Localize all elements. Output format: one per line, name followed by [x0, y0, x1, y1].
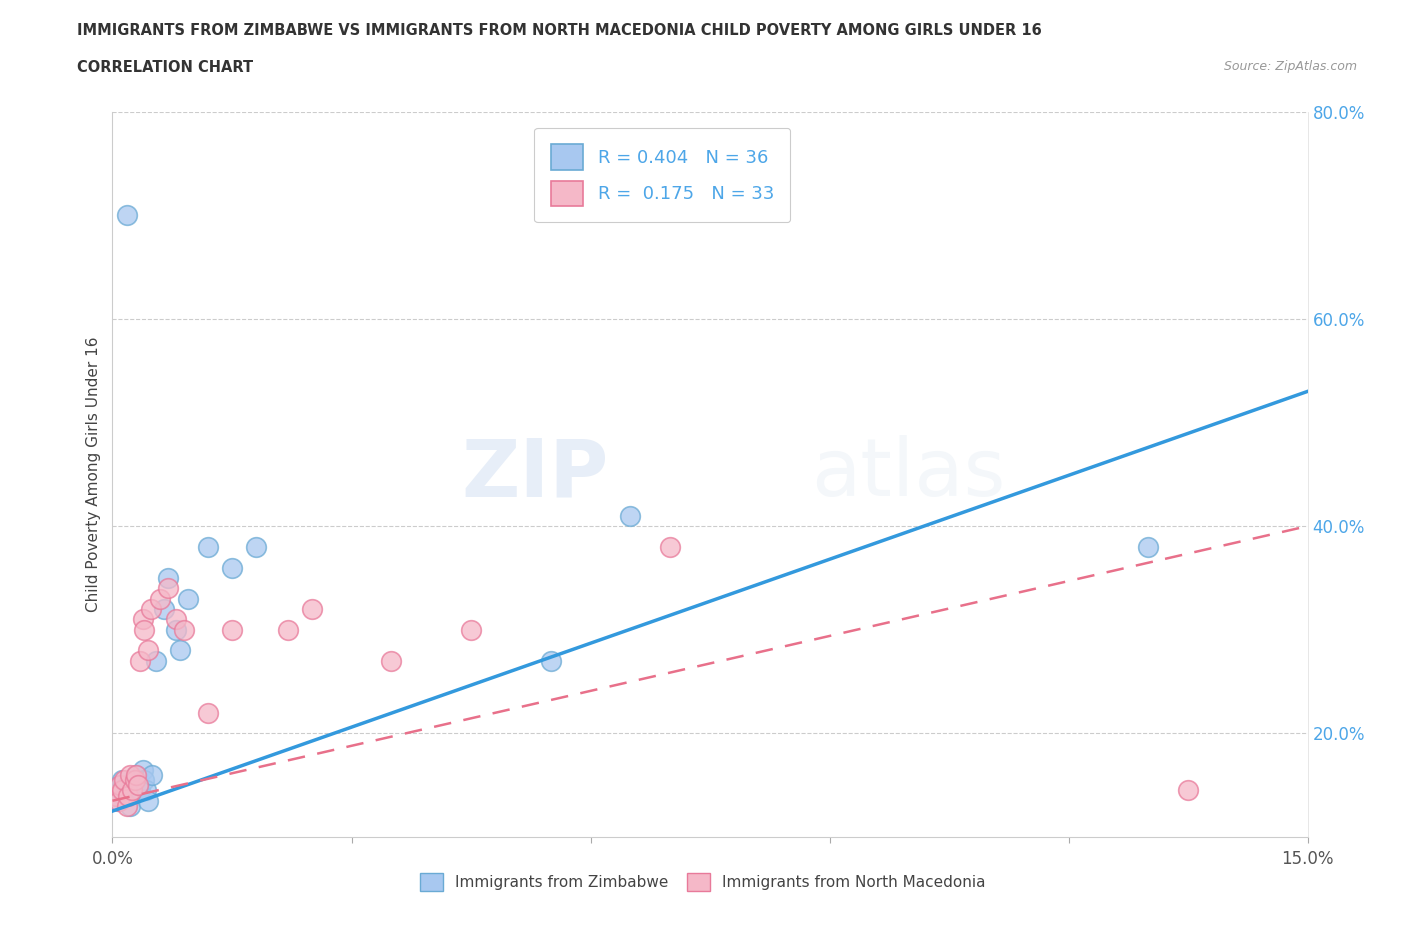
- Point: [245, 539, 267, 554]
- Point: [118, 799, 141, 814]
- Point: [141, 767, 163, 782]
- Point: [107, 793, 129, 808]
- Point: [110, 777, 132, 792]
- Point: [115, 207, 138, 222]
- Text: CORRELATION CHART: CORRELATION CHART: [77, 60, 253, 75]
- Point: [221, 622, 243, 637]
- Point: [115, 799, 138, 814]
- Point: [105, 788, 128, 803]
- Point: [125, 767, 148, 782]
- Point: [111, 773, 134, 788]
- Point: [165, 622, 187, 637]
- Point: [157, 570, 180, 585]
- Legend: Immigrants from Zimbabwe, Immigrants from North Macedonia: Immigrants from Zimbabwe, Immigrants fro…: [412, 865, 994, 899]
- Point: [135, 783, 157, 798]
- Point: [132, 763, 155, 777]
- Point: [117, 783, 139, 798]
- Point: [110, 783, 132, 798]
- Point: [134, 622, 156, 637]
- Point: [121, 783, 143, 798]
- Point: [619, 509, 641, 524]
- Point: [138, 643, 160, 658]
- Point: [139, 602, 162, 617]
- Point: [221, 560, 243, 575]
- Point: [129, 783, 152, 798]
- Point: [117, 788, 139, 803]
- Text: ZIP: ZIP: [461, 435, 609, 513]
- Point: [659, 539, 682, 554]
- Point: [157, 581, 180, 596]
- Point: [197, 539, 219, 554]
- Point: [1137, 539, 1160, 554]
- Point: [380, 654, 402, 669]
- Point: [173, 622, 195, 637]
- Point: [1177, 783, 1199, 798]
- Point: [114, 788, 135, 803]
- Point: [277, 622, 299, 637]
- Point: [197, 705, 219, 720]
- Legend: R = 0.404   N = 36, R =  0.175   N = 33: R = 0.404 N = 36, R = 0.175 N = 33: [534, 128, 790, 222]
- Point: [138, 793, 160, 808]
- Point: [129, 654, 152, 669]
- Text: IMMIGRANTS FROM ZIMBABWE VS IMMIGRANTS FROM NORTH MACEDONIA CHILD POVERTY AMONG : IMMIGRANTS FROM ZIMBABWE VS IMMIGRANTS F…: [77, 23, 1042, 38]
- Point: [460, 622, 482, 637]
- Point: [177, 591, 200, 606]
- Point: [165, 612, 187, 627]
- Point: [127, 777, 149, 792]
- Text: atlas: atlas: [811, 435, 1005, 513]
- Point: [122, 773, 145, 788]
- Point: [127, 777, 149, 792]
- Point: [134, 773, 156, 788]
- Point: [124, 773, 146, 788]
- Text: Source: ZipAtlas.com: Source: ZipAtlas.com: [1223, 60, 1357, 73]
- Point: [145, 654, 167, 669]
- Point: [125, 767, 148, 782]
- Point: [115, 777, 138, 792]
- Y-axis label: Child Poverty Among Girls Under 16: Child Poverty Among Girls Under 16: [86, 337, 101, 612]
- Point: [118, 767, 141, 782]
- Point: [301, 602, 323, 617]
- Point: [114, 773, 135, 788]
- Point: [111, 783, 134, 798]
- Point: [132, 612, 155, 627]
- Point: [108, 793, 131, 808]
- Point: [149, 591, 172, 606]
- Point: [105, 788, 128, 803]
- Point: [121, 777, 143, 792]
- Point: [169, 643, 191, 658]
- Point: [153, 602, 176, 617]
- Point: [540, 654, 562, 669]
